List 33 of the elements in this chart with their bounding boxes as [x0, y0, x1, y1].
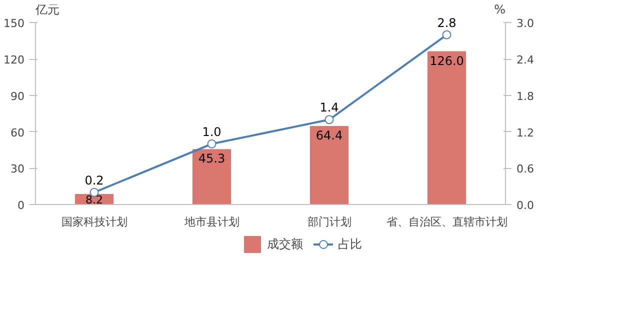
point — [442, 30, 452, 40]
data-label: 0.2 — [84, 173, 104, 188]
x-tick-label: 国家科技计划 — [61, 216, 128, 228]
bar — [192, 149, 232, 204]
y2-tick-label: 1.2 — [516, 126, 534, 140]
data-label: 2.8 — [437, 16, 456, 30]
data-label: 1.0 — [202, 124, 222, 139]
x-tick-label: 地市县计划 — [183, 216, 240, 228]
point — [324, 115, 334, 124]
bar — [427, 51, 466, 204]
y-tick-label: 30 — [10, 162, 25, 176]
y2-tick-label: 1.8 — [516, 90, 534, 103]
data-label: 1.4 — [320, 100, 339, 115]
y2-tick-label: 0.6 — [516, 162, 534, 176]
y2-tick-label: 3.0 — [516, 17, 534, 30]
point — [207, 139, 216, 148]
y-tick-label: 150 — [4, 17, 25, 30]
data-label: 8.2 — [86, 194, 104, 206]
data-label: 45.3 — [198, 152, 226, 166]
y2-axis-title: % — [494, 2, 506, 17]
legend-label: 成交额 — [267, 236, 303, 252]
y-tick-label: 60 — [10, 126, 25, 140]
y-tick-label: 90 — [10, 90, 25, 103]
bar — [310, 126, 349, 204]
data-label: 126.0 — [430, 54, 464, 68]
y-tick-label: 120 — [4, 54, 25, 67]
y-tick-label: 0 — [18, 199, 24, 212]
data-label: 64.4 — [316, 128, 343, 142]
y2-tick-label: 0.0 — [516, 199, 534, 212]
x-tick-label: 部门计划 — [307, 216, 352, 228]
y2-tick-label: 2.4 — [516, 54, 534, 67]
x-tick-label: 省、自治区、直辖市计划 — [386, 216, 508, 228]
legend-label: 占比 — [338, 236, 362, 252]
